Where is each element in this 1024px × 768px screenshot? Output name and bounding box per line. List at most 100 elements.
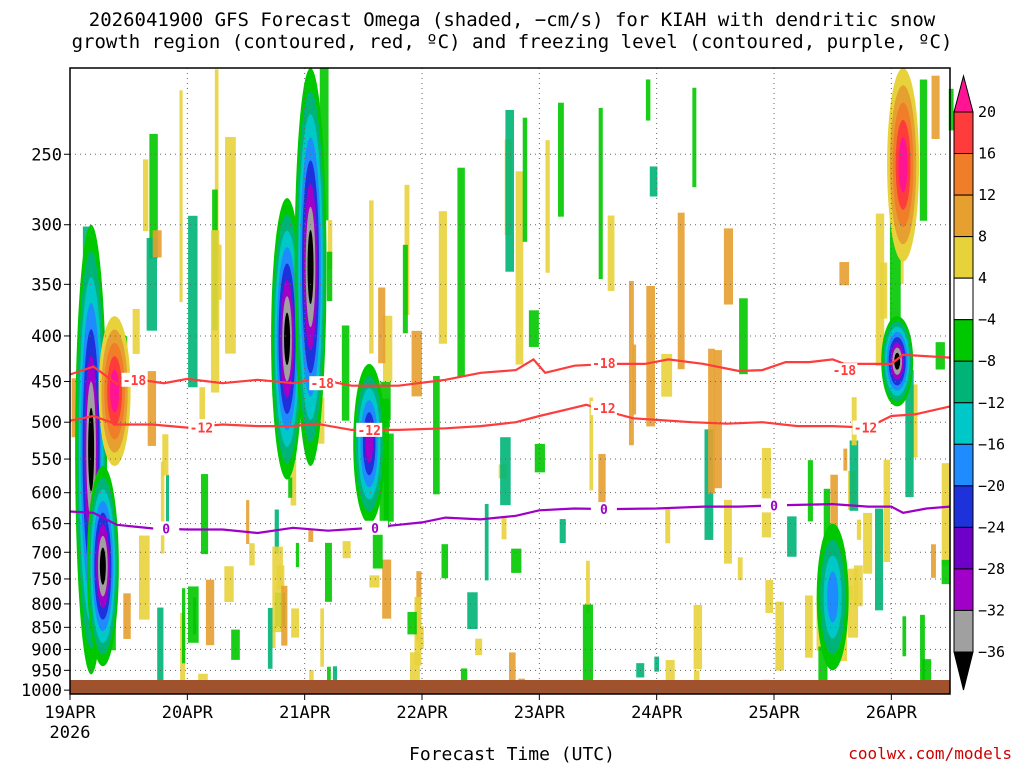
colorbar-box: [953, 609, 974, 653]
omega-cell: [830, 474, 838, 570]
y-tick-label: 900: [31, 640, 62, 660]
omega-cell: [267, 607, 273, 669]
omega-cell: [291, 608, 300, 638]
terrain-fill: [70, 680, 950, 694]
omega-cell: [723, 499, 732, 564]
omega-cell: [661, 353, 673, 397]
contour-label--18: -18: [592, 357, 616, 372]
omega-cell: [522, 117, 528, 242]
omega-cell: [849, 440, 859, 511]
omega-cell: [665, 507, 671, 544]
omega-cell: [843, 448, 848, 471]
contour-label-0: 0: [371, 522, 379, 537]
omega-cell: [511, 548, 522, 573]
omega-cell: [309, 670, 314, 682]
omega-cell: [198, 673, 208, 682]
omega-cell: [205, 579, 215, 646]
omega-cell: [417, 626, 424, 649]
contour-label--12: -12: [854, 422, 877, 437]
x-axis-label: Forecast Time (UTC): [409, 744, 615, 765]
omega-cell: [598, 107, 603, 280]
contour-label-bg: [309, 376, 336, 391]
y-tick-label: 750: [31, 570, 62, 590]
omega-cell: [839, 262, 850, 286]
omega-cell: [274, 509, 279, 554]
contour-label-bg: [362, 520, 389, 535]
omega-cell: [327, 220, 333, 270]
colorbar-box: [953, 236, 974, 279]
omega-feature: [88, 407, 95, 492]
y-tick-label: 450: [31, 372, 62, 392]
omega-cell: [231, 629, 240, 660]
omega-field: [70, 67, 954, 694]
colorbar-top-arrow: [953, 74, 974, 113]
omega-cell: [369, 575, 380, 588]
omega-cell: [327, 666, 331, 682]
omega-cell: [407, 611, 417, 635]
omega-cell: [372, 524, 383, 569]
colorbar-box: [953, 319, 974, 362]
omega-cell: [467, 592, 478, 630]
omega-cell: [775, 601, 784, 671]
omega-feature: [898, 137, 908, 193]
omega-cell: [941, 463, 950, 566]
omega-cell: [181, 588, 186, 664]
omega-cell: [441, 544, 449, 579]
temperature-contours: -18 -18 -18 -18 -12 -12 -12 -12 0 0 0 0: [69, 353, 951, 537]
omega-feature: [307, 229, 314, 305]
omega-cell: [761, 447, 771, 538]
site-credit[interactable]: coolwx.com/models: [848, 744, 1012, 763]
colorbar-box: [953, 194, 974, 238]
omega-cell: [708, 348, 715, 494]
contour-label-0: 0: [770, 499, 778, 514]
omega-cell: [378, 287, 386, 364]
omega-cell: [853, 565, 863, 607]
contour-label--18: -18: [833, 364, 857, 379]
omega-cell: [693, 604, 703, 670]
y-tick-label: 650: [31, 515, 62, 535]
omega-cell: [905, 369, 914, 498]
omega-cell: [920, 614, 925, 682]
chart-title-line-2: growth region (contoured, red, ºC) and f…: [71, 31, 953, 53]
omega-cell: [677, 212, 685, 370]
colorbar-box: [953, 402, 974, 445]
omega-cell: [382, 559, 392, 619]
colorbar-label: 12: [978, 186, 996, 204]
colorbar-bottom-arrow: [953, 651, 974, 691]
y-tick-label: 300: [31, 216, 62, 236]
omega-cell: [225, 136, 236, 354]
contour-label-bg: [831, 363, 858, 378]
omega-cell: [460, 668, 468, 682]
omega-cell: [692, 87, 697, 188]
omega-cell: [582, 604, 594, 682]
contour-label--18: -18: [123, 374, 147, 389]
omega-cell: [295, 542, 300, 568]
omega-cell: [500, 437, 511, 506]
omega-cell: [818, 646, 828, 682]
omega-cell: [165, 474, 170, 532]
omega-cell: [290, 432, 297, 506]
omega-cell: [863, 512, 873, 574]
omega-cell: [188, 215, 198, 388]
contour-label-0: 0: [600, 503, 608, 518]
omega-cell: [162, 434, 169, 476]
omega-cell: [438, 211, 447, 344]
omega-cell: [308, 530, 314, 542]
omega-cell: [272, 626, 276, 648]
x-tick-label: 22APR: [396, 703, 448, 723]
contour-label-bg: [121, 372, 148, 387]
y-tick-label: 600: [31, 484, 62, 504]
omega-cell: [288, 477, 293, 498]
contour-0: [69, 502, 951, 535]
omega-cell: [210, 230, 220, 393]
omega-cell: [152, 230, 162, 258]
omega-cell: [157, 607, 164, 682]
omega-cell: [645, 79, 651, 121]
omega-cell: [931, 75, 940, 139]
omega-cell: [515, 171, 524, 365]
contour-label--12: -12: [592, 402, 615, 417]
omega-cell: [693, 670, 700, 682]
omega-cell: [272, 546, 283, 633]
omega-cell: [856, 519, 862, 540]
